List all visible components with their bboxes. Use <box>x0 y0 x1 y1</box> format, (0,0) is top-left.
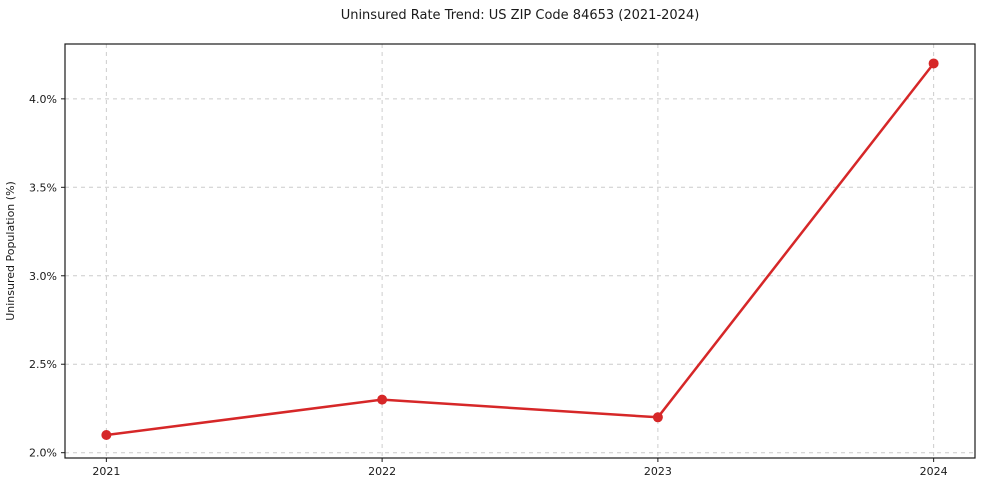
axes-spine <box>64 43 976 459</box>
y-tick-label: 3.0% <box>29 270 57 283</box>
plot-border <box>64 43 976 459</box>
grid-lines <box>65 44 975 458</box>
x-tick-label: 2021 <box>92 465 120 478</box>
data-point-marker <box>377 394 388 405</box>
y-tick-label: 4.0% <box>29 93 57 106</box>
data-point-marker <box>928 58 939 69</box>
y-tick-label: 2.5% <box>29 358 57 371</box>
chart-title: Uninsured Rate Trend: US ZIP Code 84653 … <box>341 8 700 23</box>
x-tick-label: 2024 <box>920 465 948 478</box>
data-point-marker <box>101 430 112 440</box>
y-tick-label: 2.0% <box>29 447 57 460</box>
x-tick-label: 2022 <box>368 465 396 478</box>
trend-line <box>105 62 935 437</box>
x-tick-label: 2023 <box>644 465 672 478</box>
y-tick-label: 3.5% <box>29 181 57 194</box>
y-axis-label: Uninsured Population (%) <box>4 181 17 321</box>
axis-ticks <box>61 98 935 462</box>
data-series <box>101 58 939 440</box>
tick-labels: 2.0% 2.5% 3.0% 3.5% 4.0% 2021 2022 2023 2024 <box>29 93 948 478</box>
data-point-marker <box>652 412 663 423</box>
